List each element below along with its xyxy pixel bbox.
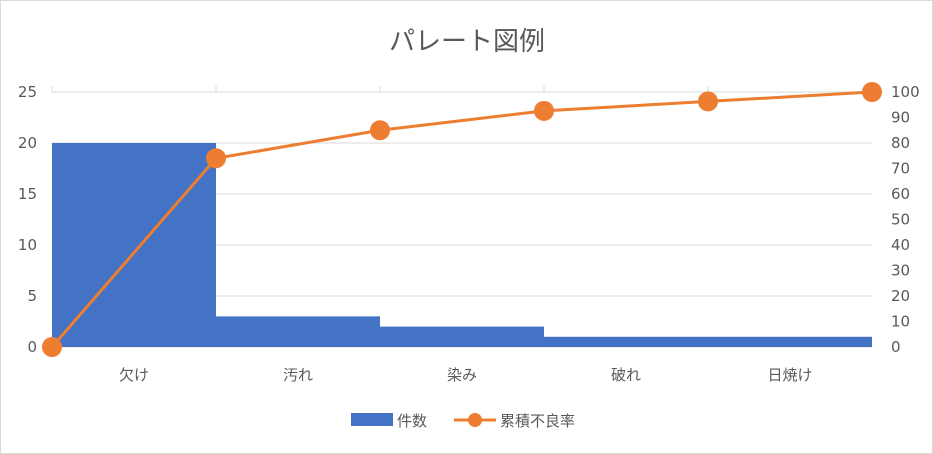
right-axis-ticks: 0 10 20 30 40 50 60 70 80 90 100 [891, 83, 920, 356]
legend: 件数 累積不良率 [351, 412, 575, 430]
right-tick-label: 40 [891, 236, 910, 254]
bar [380, 326, 544, 347]
right-tick-label: 50 [891, 211, 910, 229]
cumulative-line [50, 90, 873, 348]
line-point [862, 82, 882, 102]
left-tick-label: 25 [18, 83, 37, 101]
category-label: 破れ [611, 366, 641, 384]
line-point [370, 120, 390, 141]
right-tick-label: 20 [891, 287, 910, 305]
left-axis-ticks: 0 5 10 15 20 25 [18, 83, 37, 356]
left-tick-label: 15 [18, 185, 37, 203]
category-label: 欠け [119, 366, 149, 384]
line-point [206, 148, 226, 169]
legend-line-marker [468, 413, 482, 427]
right-tick-label: 90 [891, 109, 910, 127]
bar [216, 316, 380, 347]
right-tick-label: 100 [891, 83, 920, 101]
right-tick-label: 60 [891, 185, 910, 203]
right-tick-label: 30 [891, 262, 910, 280]
line-point [534, 100, 554, 121]
right-tick-label: 70 [891, 160, 910, 178]
category-label: 染み [447, 366, 477, 384]
left-tick-label: 5 [27, 287, 37, 305]
category-labels: 欠け 汚れ 染み 破れ 日焼け [119, 366, 813, 384]
legend-bar-label: 件数 [397, 412, 427, 430]
bar [544, 336, 708, 347]
left-tick-label: 0 [27, 338, 37, 356]
bar-series [52, 143, 872, 347]
right-tick-label: 80 [891, 134, 910, 152]
right-tick-label: 0 [891, 338, 901, 356]
left-tick-label: 10 [18, 236, 37, 254]
line-point [42, 337, 62, 357]
left-tick-label: 20 [18, 134, 37, 152]
legend-bar-swatch [351, 413, 393, 426]
bar [708, 336, 872, 347]
line-series [42, 82, 882, 357]
line-point [698, 91, 718, 112]
chart-title: パレート図例 [389, 27, 545, 57]
legend-line-label: 累積不良率 [500, 412, 575, 430]
right-tick-label: 10 [891, 313, 910, 331]
category-label: 日焼け [767, 366, 812, 384]
category-label: 汚れ [283, 366, 313, 384]
bar [52, 143, 216, 347]
